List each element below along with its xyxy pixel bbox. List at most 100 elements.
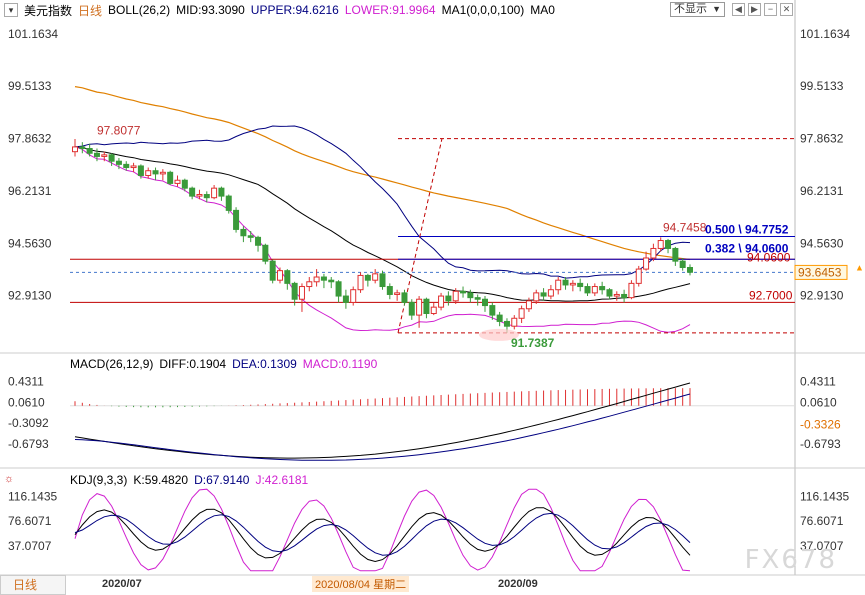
- candle-body: [152, 170, 159, 175]
- candle-body: [218, 187, 225, 197]
- kdj-y-tick: 37.0707: [8, 539, 52, 553]
- macd-current-marker: -0.3326: [800, 417, 841, 431]
- collapse-icon[interactable]: ▾: [4, 3, 18, 17]
- macd-legend: MACD(26,12,9) DIFF:0.1904 DEA:0.1309 MAC…: [70, 356, 670, 372]
- candle-body: [540, 292, 547, 297]
- candle-body: [298, 286, 305, 300]
- candle-body: [394, 292, 401, 295]
- low-highlight: [478, 328, 519, 341]
- candle-body: [247, 235, 254, 238]
- candle-body: [225, 195, 232, 211]
- period-label[interactable]: 日线: [78, 3, 103, 18]
- boll-upper-line: [74, 125, 691, 279]
- kdj-k-label: K:59.4820: [133, 473, 189, 487]
- lower-label: LOWER:91.9964: [344, 3, 436, 17]
- kdj-legend: KDJ(9,3,3) K:59.4820 D:67.9140 J:42.6181: [70, 472, 670, 488]
- candle-body: [452, 290, 459, 302]
- boll-lower-line: [74, 146, 691, 333]
- period-tab[interactable]: 日线: [0, 575, 66, 595]
- candle-body: [108, 154, 115, 162]
- settings-icon[interactable]: ☼: [4, 473, 15, 485]
- candle-body: [240, 228, 247, 237]
- candle-body: [430, 306, 437, 315]
- ma-label: MA1(0,0,0,100): [441, 3, 525, 17]
- kdj-y-tick: 37.0707: [800, 539, 844, 553]
- candle-body: [503, 320, 510, 327]
- candle-body: [328, 279, 335, 283]
- candle-body: [423, 298, 430, 315]
- price-tag: [794, 264, 848, 280]
- candle-body: [364, 274, 371, 281]
- macd-y-tick: 0.4311: [8, 375, 44, 389]
- candle-body: [511, 317, 518, 327]
- macd-diff-line: [74, 382, 691, 459]
- candle-body: [269, 260, 276, 281]
- candle-body: [657, 240, 664, 249]
- candle-body: [555, 279, 562, 291]
- candle-body: [474, 297, 481, 300]
- macd-y-tick: 0.0610: [800, 395, 837, 409]
- y-tick-label: 99.5133: [800, 79, 844, 93]
- candle-body: [313, 276, 320, 283]
- candle-body: [342, 295, 349, 303]
- candle-body: [547, 289, 554, 297]
- kdj-j-label: J:42.6181: [255, 473, 309, 487]
- macd-y-tick: 0.0610: [8, 395, 45, 409]
- y-tick-label: 97.8632: [800, 132, 844, 146]
- y-tick-label: 96.2131: [800, 184, 844, 198]
- candle-body: [650, 247, 657, 259]
- candle-body: [123, 163, 130, 169]
- y-tick-label: 92.9130: [800, 289, 844, 303]
- kdj-y-tick: 76.6071: [8, 514, 52, 528]
- display-select[interactable]: 不显示 ▼: [670, 2, 725, 17]
- candle-body: [86, 148, 93, 154]
- candle-body: [284, 270, 291, 284]
- candle-body: [350, 289, 357, 303]
- candle-body: [562, 279, 569, 286]
- macd-y-tick: -0.6793: [8, 437, 49, 451]
- candle-body: [291, 282, 298, 300]
- ma0-label: MA0: [530, 3, 555, 17]
- date-label-2: 2020/09: [498, 578, 538, 590]
- candle-body: [401, 292, 408, 303]
- minus-icon[interactable]: −: [764, 3, 777, 16]
- candle-body: [203, 194, 210, 199]
- mid-label: MID:93.3090: [176, 3, 245, 17]
- hline-label-low: 92.7000: [749, 288, 793, 302]
- high-label: 97.8077: [97, 123, 141, 137]
- macd-diff-label: DIFF:0.1904: [159, 357, 227, 371]
- candle-body: [599, 286, 606, 291]
- candle-body: [672, 247, 679, 262]
- y-tick-label: 94.5630: [8, 236, 52, 250]
- y-tick-label: 99.5133: [8, 79, 52, 93]
- macd-title: MACD(26,12,9): [70, 357, 154, 371]
- candle-body: [372, 273, 379, 281]
- kdj-y-tick: 76.6071: [800, 514, 844, 528]
- candle-body: [621, 293, 628, 299]
- candle-body: [525, 300, 532, 310]
- kdj-title: KDJ(9,3,3): [70, 473, 128, 487]
- close-icon[interactable]: ✕: [780, 3, 793, 16]
- chevron-left-icon[interactable]: ◀: [732, 3, 745, 16]
- chevron-down-icon: ▼: [712, 4, 721, 14]
- kdj-d-label: D:67.9140: [194, 473, 250, 487]
- main-legend: ▾ 美元指数 日线 BOLL(26,2) MID:93.3090 UPPER:9…: [0, 0, 865, 20]
- candle-body: [145, 170, 152, 176]
- chevron-right-icon[interactable]: ▶: [748, 3, 761, 16]
- candle-body: [482, 298, 488, 307]
- candle-body: [379, 273, 386, 288]
- candle-body: [518, 308, 525, 319]
- candle-body: [159, 171, 166, 175]
- candle-body: [438, 295, 445, 308]
- candle-body: [189, 187, 196, 197]
- candle-body: [320, 276, 327, 281]
- macd-y-tick: -0.6793: [800, 437, 841, 451]
- fib-trend-line: [397, 138, 443, 334]
- candle-body: [137, 165, 144, 176]
- kdj-d-line: [74, 512, 691, 556]
- candle-body: [408, 301, 415, 316]
- macd-dea-label: DEA:0.1309: [232, 357, 297, 371]
- macd-y-tick: 0.4311: [800, 375, 836, 389]
